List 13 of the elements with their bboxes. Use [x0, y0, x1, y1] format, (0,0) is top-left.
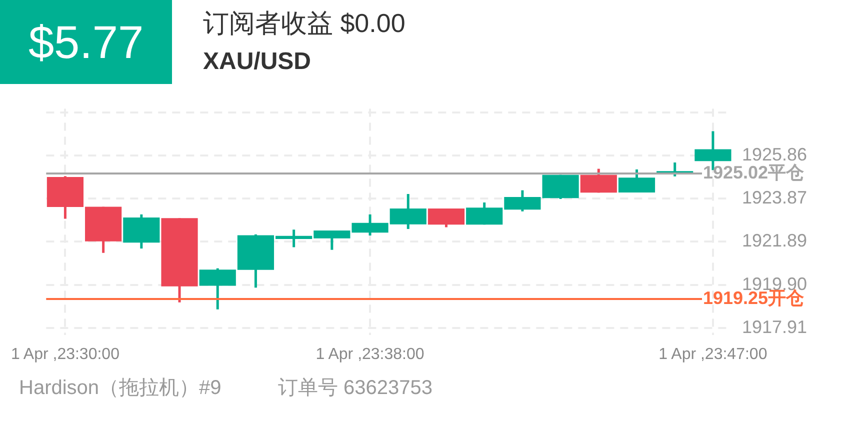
- y-tick-label: 1925.86: [742, 144, 808, 164]
- x-tick-label: 1 Apr ,23:30:00: [10, 346, 120, 363]
- text: Hardison（拖拉机）#9: [19, 376, 222, 401]
- y-tick-label: 1923.87: [742, 188, 808, 208]
- x-tick-label: 1 Apr ,23:38:00: [316, 346, 424, 363]
- chart-subtitle: XAU/USD: [203, 48, 312, 76]
- chart-title: 订阅者收益 $0.00: [203, 7, 406, 40]
- text: $5.77: [0, 0, 172, 84]
- ref-line-label: 1925.02平仓: [703, 162, 806, 183]
- text: 订单号 63623753: [278, 376, 433, 401]
- y-tick-label: 1917.91: [742, 317, 808, 338]
- x-tick-label: 1 Apr ,23:47:00: [658, 346, 768, 363]
- y-tick-label: 1921.89: [742, 230, 808, 251]
